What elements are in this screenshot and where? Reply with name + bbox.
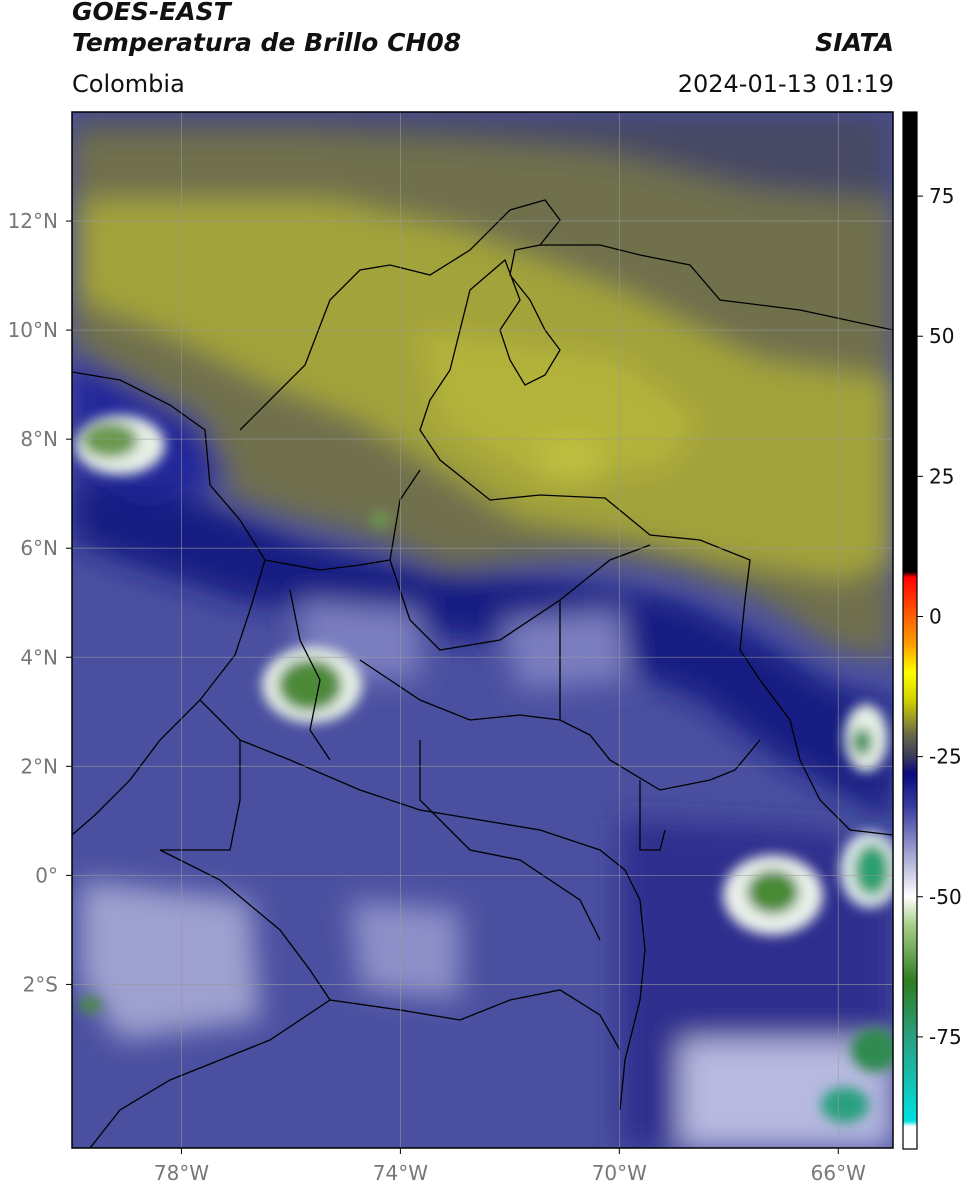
colorbar-tick-label-2: 25	[929, 464, 954, 488]
colorbar-tick-label-0: 75	[929, 184, 954, 208]
guainia-border	[639, 780, 666, 851]
cloud-field	[72, 112, 893, 1148]
colorbar-strip	[903, 112, 917, 1149]
satellite-title: GOES-EAST	[72, 0, 231, 26]
subtitle-row: Colombia 2024-01-13 01:19	[72, 70, 894, 102]
amazon-border	[239, 739, 646, 1111]
caribbean-coast-and-venezuela-border	[239, 199, 893, 836]
lon-tick-label-3: 66°W	[811, 1161, 866, 1185]
colorbar-ticks: 75 50 25 0 -25 -50 -75	[917, 184, 962, 1049]
colorbar-tick-label-4: -25	[929, 745, 962, 769]
title-block: GOES-EAST Temperatura de Brillo CH08 SIA…	[72, 0, 894, 58]
ecuador-peru-border	[89, 849, 331, 1148]
gridlines	[72, 112, 893, 1148]
imagery-layer	[72, 112, 893, 1148]
colorbar-tick-label-5: -50	[929, 885, 962, 909]
colorbar-tick-label-1: 50	[929, 324, 954, 348]
colorbar-frame	[902, 111, 918, 1150]
lon-tick-label-1: 74°W	[373, 1161, 428, 1185]
venezuela-coast	[540, 244, 893, 331]
lat-tick-label-3: 6°N	[20, 536, 58, 560]
pacific-coastline	[72, 371, 266, 836]
plot-frame	[71, 111, 894, 1149]
region-label: Colombia	[72, 70, 185, 98]
central-andes-border	[289, 589, 331, 761]
guaviare-border	[419, 740, 601, 941]
timestamp-label: 2024-01-13 01:19	[677, 70, 894, 98]
department-border-north	[264, 544, 651, 651]
latitude-ticks: 12°N 10°N 8°N 6°N 4°N 2°N 0° 2°S	[8, 209, 72, 996]
agency-label: SIATA	[815, 28, 894, 57]
colorbar-tick-label-6: -75	[929, 1025, 962, 1049]
lat-tick-label-6: 0°	[35, 863, 58, 887]
coastline-borders	[72, 199, 893, 1148]
lon-tick-label-2: 70°W	[592, 1161, 647, 1185]
longitude-ticks: 78°W 74°W 70°W 66°W	[154, 1148, 866, 1185]
cauca-border	[160, 699, 241, 851]
colorbar-tick-label-3: 0	[929, 604, 942, 628]
lat-tick-label-2: 8°N	[20, 427, 58, 451]
lat-tick-label-0: 12°N	[8, 209, 58, 233]
lat-tick-label-4: 4°N	[20, 645, 58, 669]
lat-tick-label-1: 10°N	[8, 318, 58, 342]
department-border-east	[359, 659, 761, 791]
lat-tick-label-5: 2°N	[20, 754, 58, 778]
product-title: Temperatura de Brillo CH08	[72, 28, 462, 57]
lat-tick-label-7: 2°S	[23, 972, 58, 996]
lon-tick-label-0: 78°W	[154, 1161, 209, 1185]
